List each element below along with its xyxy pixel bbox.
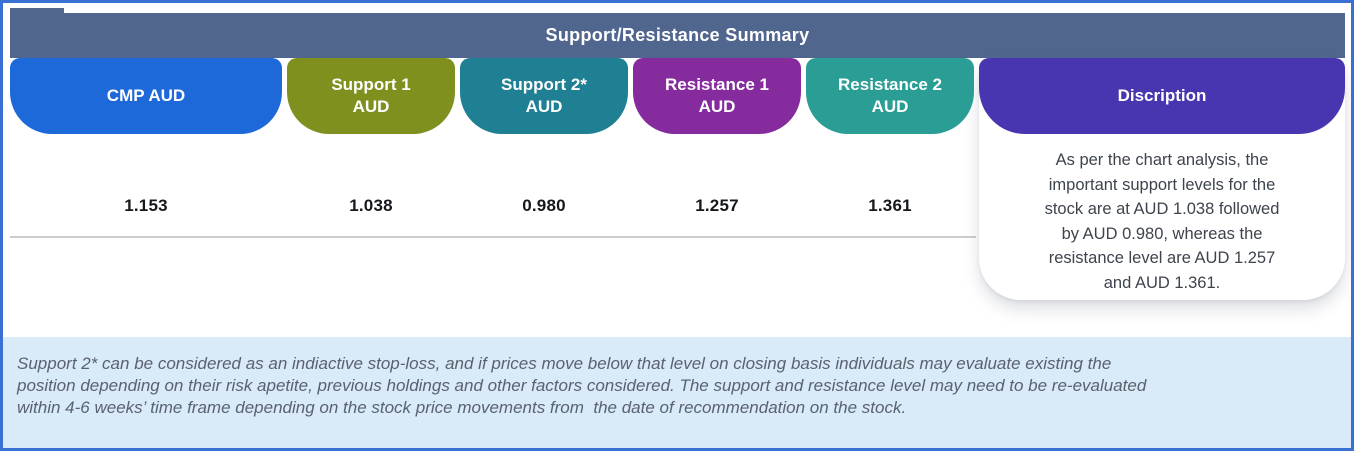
footnote-band: Support 2* can be considered as an india… bbox=[3, 337, 1351, 448]
column-header-support-2: Support 2* AUD bbox=[460, 58, 628, 134]
value-cmp-aud: 1.153 bbox=[124, 196, 168, 215]
column-header-support-1: Support 1 AUD bbox=[287, 58, 455, 134]
value-support-2: 0.980 bbox=[522, 196, 566, 215]
column-header-resistance-1: Resistance 1 AUD bbox=[633, 58, 801, 134]
title-bar-notch bbox=[10, 8, 64, 16]
value-resistance-1: 1.257 bbox=[695, 196, 739, 215]
table-title-bar: Support/Resistance Summary bbox=[10, 13, 1345, 58]
values-row-divider bbox=[10, 236, 976, 238]
value-resistance-2: 1.361 bbox=[868, 196, 912, 215]
column-header-cmp-aud: CMP AUD bbox=[10, 58, 282, 134]
description-text: As per the chart analysis, the important… bbox=[1044, 151, 1280, 292]
footnote-text: Support 2* can be considered as an india… bbox=[17, 354, 1147, 417]
value-support-1: 1.038 bbox=[349, 196, 393, 215]
column-header-resistance-2: Resistance 2 AUD bbox=[806, 58, 974, 134]
column-header-description: Discription bbox=[979, 58, 1345, 134]
table-title: Support/Resistance Summary bbox=[545, 25, 810, 45]
